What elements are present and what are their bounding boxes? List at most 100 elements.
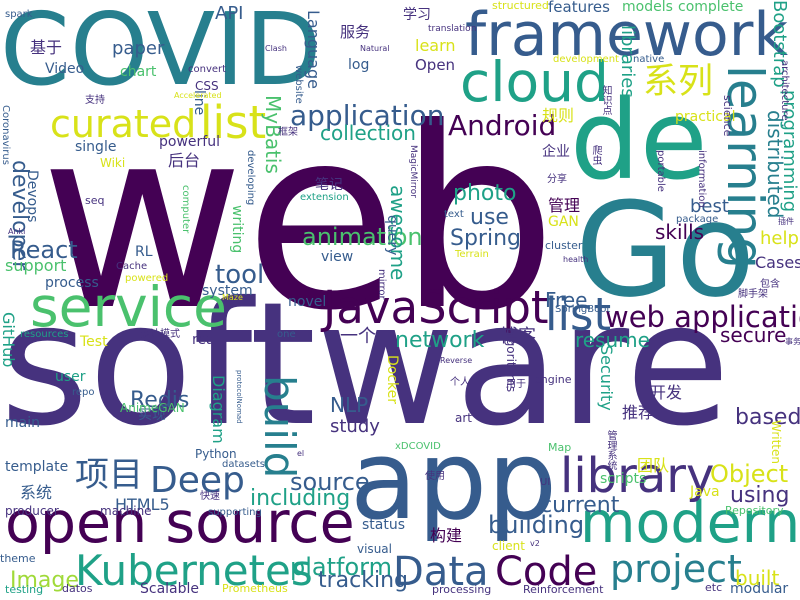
cloud-word: tracking	[318, 568, 409, 593]
cloud-word: datos	[62, 582, 93, 595]
cloud-word: process	[45, 275, 99, 291]
cloud-word: 框架	[278, 127, 298, 138]
cloud-word: Bootstrap	[769, 0, 790, 88]
cloud-word: log	[348, 57, 370, 73]
cloud-word: support	[5, 256, 67, 275]
cloud-word: 插件	[778, 217, 794, 226]
cloud-word: native	[633, 54, 665, 65]
cloud-word: Clash	[265, 44, 287, 53]
cloud-word: science	[721, 95, 734, 137]
cloud-word: built	[735, 566, 780, 590]
cloud-word: website	[293, 65, 304, 104]
cloud-word: Reinforcement	[523, 583, 604, 596]
cloud-word: Terrain	[455, 249, 489, 260]
cloud-word: scripts	[600, 471, 647, 487]
cloud-word: engine	[534, 373, 572, 386]
cloud-word: novel	[288, 294, 327, 310]
cloud-word: awesome	[386, 185, 410, 281]
cloud-word: query	[384, 215, 400, 256]
cloud-word: network	[395, 328, 485, 353]
cloud-word: algorithms	[504, 328, 518, 393]
cloud-word: extension	[300, 192, 349, 203]
cloud-word: Java	[690, 484, 720, 500]
cloud-word: 支持	[85, 95, 105, 106]
cloud-word: Coronavirus	[0, 105, 11, 165]
cloud-word: Prometheus	[222, 582, 288, 595]
cloud-word: 服务	[340, 23, 371, 41]
cloud-word: 一个	[340, 326, 376, 347]
cloud-word: build	[255, 375, 304, 479]
cloud-word: based	[735, 405, 800, 430]
cloud-word: learning	[716, 65, 774, 269]
cloud-word: help	[760, 228, 799, 249]
cloud-word: curated	[50, 102, 197, 146]
cloud-word: 用于	[506, 379, 526, 390]
cloud-word: Scalable	[140, 581, 200, 597]
cloud-word: producer	[5, 504, 59, 518]
cloud-word: practical	[675, 109, 736, 125]
cloud-word: Wiki	[100, 156, 126, 170]
cloud-word: distributed	[763, 110, 787, 219]
cloud-word: theme	[0, 552, 36, 565]
cloud-word: system	[202, 283, 253, 299]
cloud-word: application	[290, 99, 445, 132]
cloud-word: Cases	[755, 253, 800, 272]
cloud-word: 构建	[430, 526, 463, 545]
cloud-word: AnimeGAN	[120, 401, 185, 415]
cloud-word: Test	[80, 334, 108, 350]
cloud-word: 企业	[542, 144, 570, 160]
cloud-word: app	[350, 416, 558, 544]
cloud-word: user	[55, 369, 86, 385]
cloud-word: v2	[530, 539, 540, 548]
cloud-word: JavaScript	[323, 281, 549, 334]
cloud-word: 分享	[547, 174, 567, 185]
cloud-word: SpringBoot	[555, 304, 611, 315]
cloud-word: Object	[710, 460, 789, 488]
cloud-word: collection	[320, 121, 416, 145]
cloud-word: building	[488, 511, 585, 539]
cloud-word: line	[191, 90, 207, 116]
cloud-word: 开发	[650, 383, 683, 402]
cloud-word: library	[560, 448, 715, 504]
cloud-word: 推荐	[622, 403, 655, 422]
cloud-word: Anki	[8, 227, 26, 236]
cloud-word: testing	[5, 583, 44, 596]
cloud-word: project	[610, 547, 742, 591]
cloud-word: secure	[720, 323, 787, 347]
cloud-word: Open	[415, 56, 456, 74]
cloud-word: Maze	[222, 293, 243, 302]
cloud-word: animation	[302, 223, 423, 251]
cloud-word: 知识点	[600, 85, 611, 115]
cloud-word: modern	[580, 490, 800, 556]
cloud-word: package	[676, 214, 719, 225]
cloud-word: machine	[100, 504, 152, 518]
cloud-word: etc	[705, 581, 723, 594]
cloud-word: Deep	[150, 460, 245, 501]
cloud-word: open source	[5, 490, 355, 556]
cloud-word: 使用	[425, 471, 445, 482]
cloud-word: photo	[453, 181, 517, 206]
cloud-word: Android	[448, 109, 557, 142]
cloud-word: cloud	[460, 50, 609, 114]
cloud-word: 事务	[785, 337, 800, 346]
cloud-word: HTML5	[115, 495, 170, 514]
cloud-word: information	[696, 150, 707, 208]
cloud-word: Video	[45, 61, 85, 77]
cloud-word: learn	[415, 36, 456, 55]
cloud-word: 管理	[548, 196, 581, 215]
cloud-word: software	[0, 266, 731, 464]
cloud-word: development	[553, 54, 619, 65]
cloud-word: web application	[605, 300, 800, 334]
cloud-word: Accelerated	[174, 91, 222, 100]
cloud-word: source	[290, 468, 370, 496]
cloud-word: Cache	[116, 261, 148, 272]
cloud-word: real	[192, 332, 219, 348]
cloud-word: use	[470, 205, 509, 230]
cloud-word: portable	[655, 150, 666, 192]
cloud-word: writing	[229, 205, 245, 254]
cloud-word: convert	[188, 64, 227, 75]
cloud-word: framework	[465, 0, 789, 70]
cloud-word: API	[215, 3, 244, 24]
cloud-word: Docker	[384, 355, 400, 405]
